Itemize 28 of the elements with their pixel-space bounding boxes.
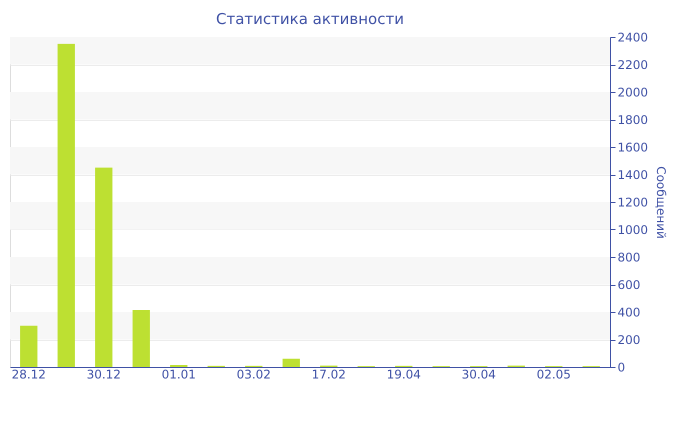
y-tick-label: 800 <box>618 250 640 264</box>
bar <box>58 44 75 367</box>
y-tick-label: 2200 <box>618 58 648 72</box>
x-tick-label: 17.02 <box>312 368 346 382</box>
bar <box>132 310 150 367</box>
y-tick-label: 1400 <box>618 168 648 182</box>
y-tick-label: 2000 <box>618 86 648 100</box>
x-tick-label: 30.12 <box>86 368 121 382</box>
y-tick-label: 0 <box>618 360 626 374</box>
bar <box>95 168 112 367</box>
chart-title: Статистика активности <box>216 10 404 28</box>
y-tick-label: 1000 <box>618 223 648 237</box>
y-tick-label: 400 <box>618 306 640 320</box>
y-axis-title: Сообщений <box>654 166 668 239</box>
y-tick-label: 1600 <box>618 140 648 154</box>
y-tick-label: 1800 <box>618 113 648 127</box>
bar <box>20 326 38 367</box>
y-tick-label: 600 <box>618 278 640 292</box>
y-tick-label: 1200 <box>618 196 648 210</box>
y-tick-label: 200 <box>618 333 640 347</box>
x-tick-label: 02.05 <box>536 368 571 382</box>
x-tick-label: 03.02 <box>236 368 271 382</box>
y-tick-label: 2400 <box>618 30 648 44</box>
x-tick-label: 30.04 <box>462 368 496 382</box>
x-tick-label: 28.12 <box>12 368 46 382</box>
bar <box>282 358 300 367</box>
x-tick-label: 19.04 <box>386 368 421 382</box>
x-tick-label: 01.01 <box>162 368 196 382</box>
